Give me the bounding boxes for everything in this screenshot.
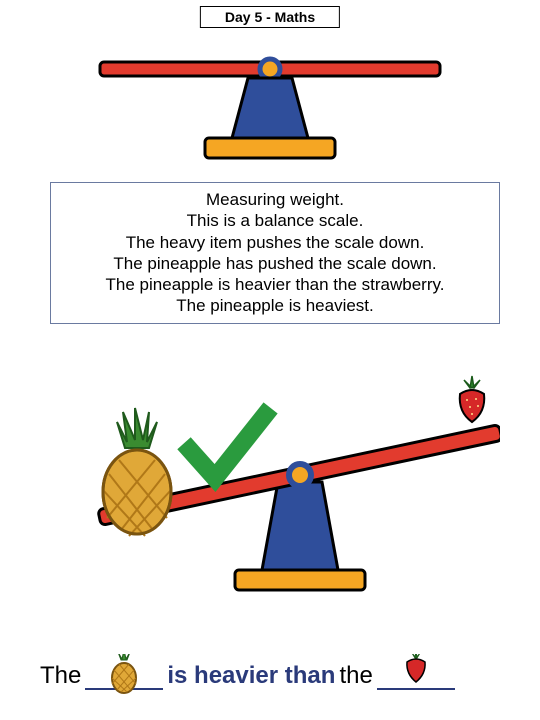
title-box: Day 5 - Maths (200, 6, 340, 28)
desc-line-6: The pineapple is heaviest. (55, 295, 495, 316)
strawberry-small-icon (403, 654, 429, 684)
desc-line-2: This is a balance scale. (55, 210, 495, 231)
fill-sentence: The is heavier than the (40, 654, 500, 690)
desc-line-3: The heavy item pushes the scale down. (55, 232, 495, 253)
desc-line-1: Measuring weight. (55, 189, 495, 210)
sentence-middle: is heavier than (167, 662, 335, 690)
sentence-suffix: the (339, 662, 372, 690)
strawberry-icon (460, 376, 485, 422)
sentence-prefix: The (40, 662, 81, 690)
desc-line-4: The pineapple has pushed the scale down. (55, 253, 495, 274)
blank-1[interactable] (85, 654, 163, 690)
pineapple-icon (103, 408, 171, 536)
balanced-scale (90, 40, 450, 170)
blank-2[interactable] (377, 654, 455, 690)
desc-line-5: The pineapple is heavier than the strawb… (55, 274, 495, 295)
tilted-scale-scene (40, 360, 500, 620)
description-box: Measuring weight. This is a balance scal… (50, 182, 500, 324)
pineapple-small-icon (109, 654, 139, 694)
title-text: Day 5 - Maths (225, 9, 315, 25)
check-icon (190, 415, 265, 478)
